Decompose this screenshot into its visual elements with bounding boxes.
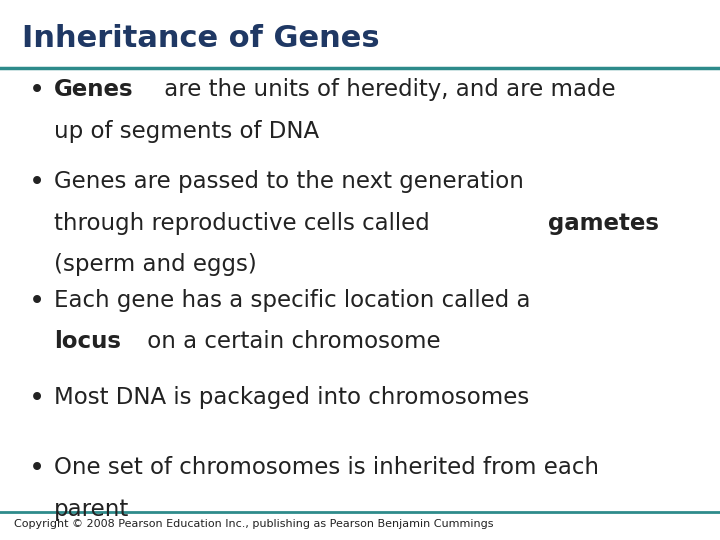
Text: Genes are passed to the next generation: Genes are passed to the next generation bbox=[54, 170, 524, 193]
Text: Most DNA is packaged into chromosomes: Most DNA is packaged into chromosomes bbox=[54, 386, 529, 409]
Text: (sperm and eggs): (sperm and eggs) bbox=[54, 253, 257, 276]
Text: up of segments of DNA: up of segments of DNA bbox=[54, 120, 319, 143]
Text: parent: parent bbox=[54, 498, 130, 521]
Text: locus: locus bbox=[54, 330, 121, 354]
Text: One set of chromosomes is inherited from each: One set of chromosomes is inherited from… bbox=[54, 456, 599, 480]
Text: Genes: Genes bbox=[54, 78, 134, 102]
Text: •: • bbox=[29, 289, 45, 315]
Text: are the units of heredity, and are made: are the units of heredity, and are made bbox=[157, 78, 616, 102]
Text: Copyright © 2008 Pearson Education Inc., publishing as Pearson Benjamin Cummings: Copyright © 2008 Pearson Education Inc.,… bbox=[14, 519, 494, 530]
Text: •: • bbox=[29, 78, 45, 104]
Text: •: • bbox=[29, 170, 45, 196]
Text: gametes: gametes bbox=[548, 212, 660, 235]
Text: Each gene has a specific location called a: Each gene has a specific location called… bbox=[54, 289, 531, 312]
Text: •: • bbox=[29, 386, 45, 412]
Text: on a certain chromosome: on a certain chromosome bbox=[140, 330, 441, 354]
Text: •: • bbox=[29, 456, 45, 482]
Text: Inheritance of Genes: Inheritance of Genes bbox=[22, 24, 379, 53]
Text: through reproductive cells called: through reproductive cells called bbox=[54, 212, 437, 235]
